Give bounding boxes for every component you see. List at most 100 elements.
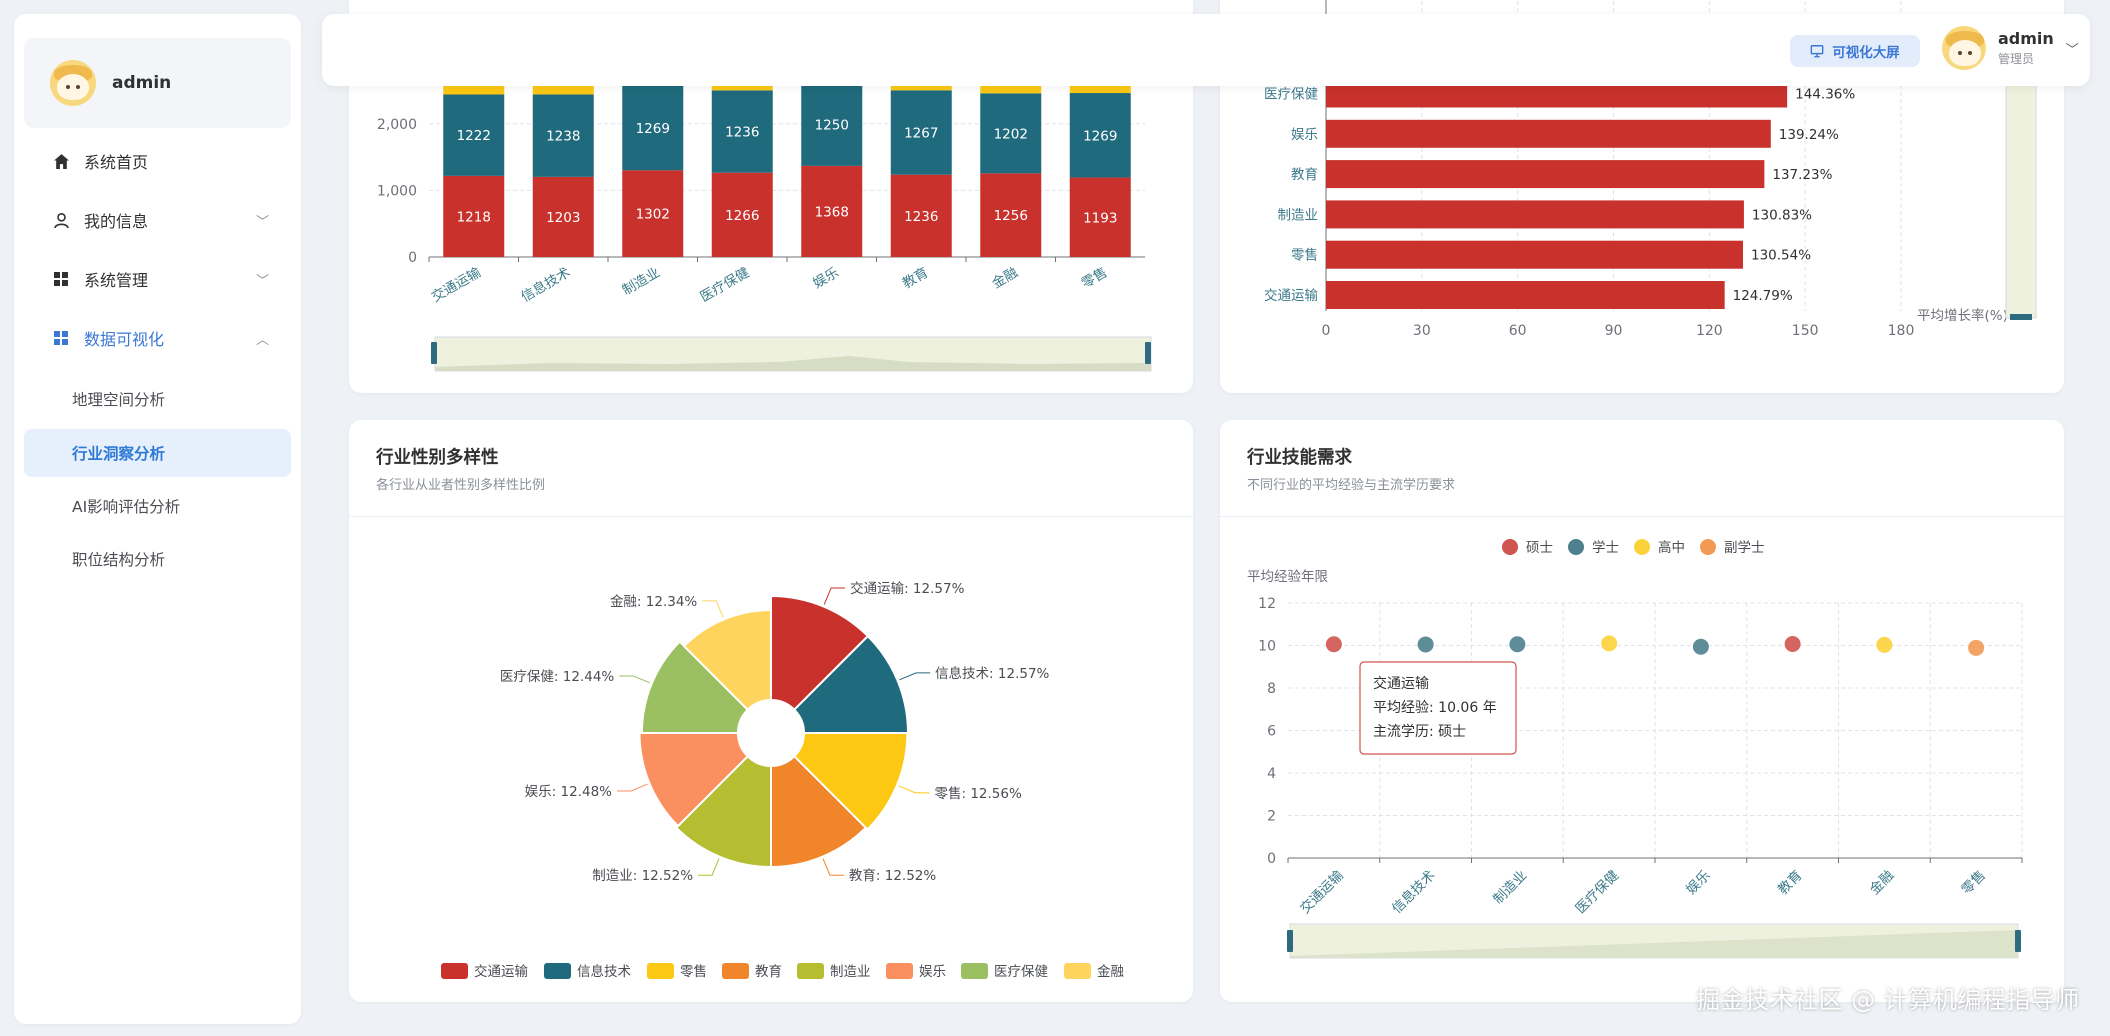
bigscreen-button[interactable]: 可视化大屏 (1790, 35, 1920, 67)
sidebar-subitem-position[interactable]: 职位结构分析 (72, 551, 166, 569)
bar-value-label: 144.36% (1795, 87, 1855, 103)
tooltip-title: 交通运输 (1373, 675, 1429, 692)
grid-icon (52, 270, 70, 288)
card-title: 行业性别多样性 (376, 448, 499, 468)
bar-value-label: 1236 (904, 209, 938, 225)
card-skill-demand: 行业技能需求 不同行业的平均经验与主流学历要求 硕士 学士 高中 副学士 平均经验年限 0… (1220, 420, 2064, 1002)
sidebar-item-label: 系统首页 (84, 153, 149, 172)
bar-value-label: 1203 (546, 210, 580, 226)
bar-segment (532, 176, 594, 257)
sidebar-item-system[interactable]: 系统管理 ﹀ (24, 256, 291, 302)
label-line (898, 785, 930, 794)
monitor-icon (1810, 45, 1824, 58)
y-tick-label: 12 (1258, 596, 1276, 612)
y-tick-label: 10 (1258, 639, 1276, 655)
legend-label: 副学士 (1724, 540, 1765, 556)
x-tick-label: 0 (1322, 323, 1331, 339)
label-line (823, 587, 846, 605)
user-avatar (1942, 26, 1986, 70)
x-tick-label: 娱乐 (810, 265, 841, 292)
zoom-shadow (1290, 930, 2018, 958)
bar-segment (711, 90, 773, 173)
x-tick-label: 娱乐 (1683, 868, 1713, 898)
scatter-point (1692, 638, 1709, 655)
zoom-handle (2010, 314, 2032, 320)
bar-segment (443, 94, 505, 176)
brand[interactable]: admin (24, 38, 291, 128)
bar-value-label: 137.23% (1772, 167, 1832, 183)
sidebar-item-my-info[interactable]: 我的信息 ﹀ (24, 197, 291, 243)
legend-label: 制造业 (830, 964, 871, 980)
bar-value-label: 1266 (725, 208, 759, 224)
legend-label: 教育 (755, 964, 782, 980)
y-tick-label: 教育 (1291, 167, 1318, 183)
y-tick-label: 交通运输 (1264, 287, 1318, 304)
user-icon (52, 211, 70, 229)
legend-marker (1634, 539, 1650, 555)
x-tick-label: 120 (1696, 323, 1723, 339)
y-tick-label: 2,000 (377, 117, 417, 133)
chevron-down-icon: ﹀ (255, 274, 269, 289)
x-tick-label: 150 (1792, 323, 1819, 339)
x-tick-label: 交通运输 (428, 263, 484, 305)
sidebar-item-home[interactable]: 系统首页 (24, 138, 291, 184)
pie-slice (770, 595, 869, 711)
sidebar-subitem-industry[interactable]: 行业洞察分析 (24, 429, 291, 477)
x-tick-label: 交通运输 (1296, 866, 1347, 917)
bar-value-label: 1236 (725, 125, 759, 141)
legend-marker (1502, 539, 1518, 555)
bar-segment (622, 85, 684, 171)
pie-slice (640, 640, 749, 734)
scatter-point (1784, 636, 1801, 653)
horizontal-bar-chart: 0 30 60 90 120 150 180 124.79% 交通运输 130.54% 零售 130.… (1264, 0, 2037, 339)
x-tick-label: 医疗保健 (1572, 868, 1621, 917)
pie-slice (675, 755, 772, 868)
y-tick-label: 0 (408, 250, 417, 266)
sidebar-item-data-visualization[interactable]: 数据可视化 ︿ (24, 315, 291, 361)
slice-label: 制造业: 12.52% (592, 868, 693, 884)
grid-icon (52, 329, 70, 347)
y-tick-label: 6 (1267, 724, 1276, 740)
bar-segment (980, 173, 1042, 257)
bar-segment (890, 90, 952, 175)
bar-segment (980, 93, 1042, 174)
bar-segment (711, 172, 773, 257)
tooltip-line: 平均经验: 10.06 年 (1373, 700, 1497, 716)
sidebar-subitem-ai[interactable]: AI影响评估分析 (72, 498, 181, 516)
bar-value-label: 130.83% (1752, 207, 1812, 223)
legend-swatch (1064, 963, 1091, 979)
bar-segment (443, 84, 505, 95)
card-title: 行业技能需求 (1247, 448, 1352, 468)
x-tick-label: 零售 (1079, 265, 1110, 292)
bar-value-label: 1256 (994, 208, 1028, 224)
scatter-point (1417, 636, 1434, 653)
slice-label: 信息技术: 12.57% (935, 665, 1049, 682)
bar-segment (532, 83, 594, 95)
sidebar-subitem-geo[interactable]: 地理空间分析 (72, 391, 166, 409)
y-tick-label: 零售 (1291, 248, 1318, 264)
top-header: 可视化大屏 admin 管理员 ﹀ (322, 14, 2090, 86)
bigscreen-label: 可视化大屏 (1832, 45, 1900, 61)
chevron-down-icon: ﹀ (2065, 42, 2079, 58)
bar-segment (801, 82, 863, 166)
sidebar-item-label: 系统管理 (84, 271, 149, 290)
bar-value-label: 1218 (457, 209, 491, 225)
x-tick-label: 信息技术 (518, 264, 573, 306)
card-subtitle: 不同行业的平均经验与主流学历要求 (1247, 478, 1456, 493)
card-subtitle: 各行业从业者性别多样性比例 (376, 478, 546, 493)
brand-name: admin (112, 73, 172, 93)
y-tick-label: 0 (1267, 851, 1276, 867)
sidebar-item-label: 我的信息 (84, 212, 149, 231)
x-tick-label: 金融 (989, 264, 1021, 292)
pie-slice (793, 635, 909, 734)
user-menu[interactable]: admin 管理员 ﹀ (1942, 26, 2079, 70)
card-gender-diversity: 行业性别多样性 各行业从业者性别多样性比例 交通运输: 12.57% 信息技术: … (349, 420, 1193, 1002)
x-tick-label: 60 (1509, 323, 1527, 339)
slice-label: 金融: 12.34% (610, 594, 697, 610)
slice-label: 医疗保健: 12.44% (500, 669, 614, 685)
slice-label: 零售: 12.56% (934, 786, 1021, 802)
y-tick-label: 1,000 (377, 183, 417, 199)
bar (1326, 281, 1725, 309)
x-tick-label: 制造业 (620, 265, 663, 299)
